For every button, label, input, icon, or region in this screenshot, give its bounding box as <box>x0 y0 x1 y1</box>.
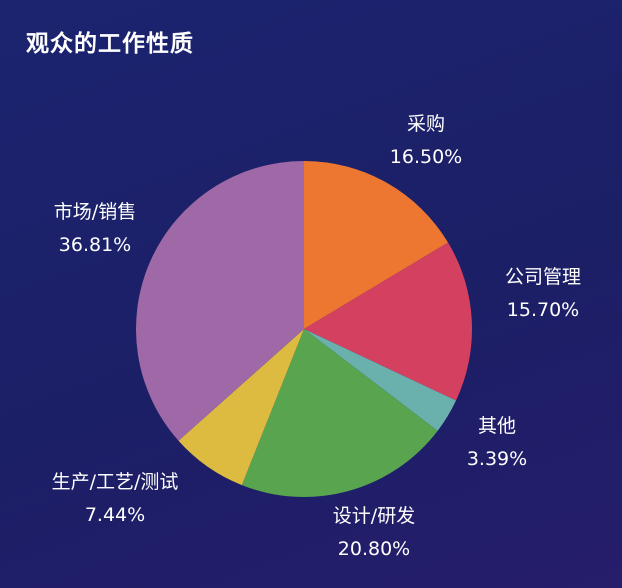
pie-slice-0 <box>304 161 449 329</box>
slice-label-4: 生产/工艺/测试 <box>52 471 179 493</box>
slice-percent-5: 36.81% <box>59 234 131 256</box>
slice-percent-4: 7.44% <box>85 504 145 526</box>
slice-label-1: 公司管理 <box>505 266 581 288</box>
pie-slices <box>135 161 473 497</box>
slice-label-3: 设计/研发 <box>333 505 415 527</box>
pie-slice-3 <box>241 329 438 497</box>
pie-slice-1 <box>304 242 473 401</box>
slice-label-2: 其他 <box>478 415 516 437</box>
pie-slice-4 <box>178 329 304 486</box>
slice-label-5: 市场/销售 <box>54 201 136 223</box>
slice-labels: 采购 16.50% 公司管理 15.70% 其他 3.39% 设计/研发 20.80% 生产/工… <box>52 113 581 560</box>
chart-title: 观众的工作性质 <box>26 31 194 57</box>
pie-slice-2 <box>304 329 457 431</box>
slice-percent-1: 15.70% <box>507 299 579 321</box>
slice-percent-2: 3.39% <box>467 448 527 470</box>
slice-percent-3: 20.80% <box>338 538 410 560</box>
slice-percent-0: 16.50% <box>390 146 462 168</box>
slice-label-0: 采购 <box>407 113 445 135</box>
pie-slice-5 <box>135 161 304 441</box>
